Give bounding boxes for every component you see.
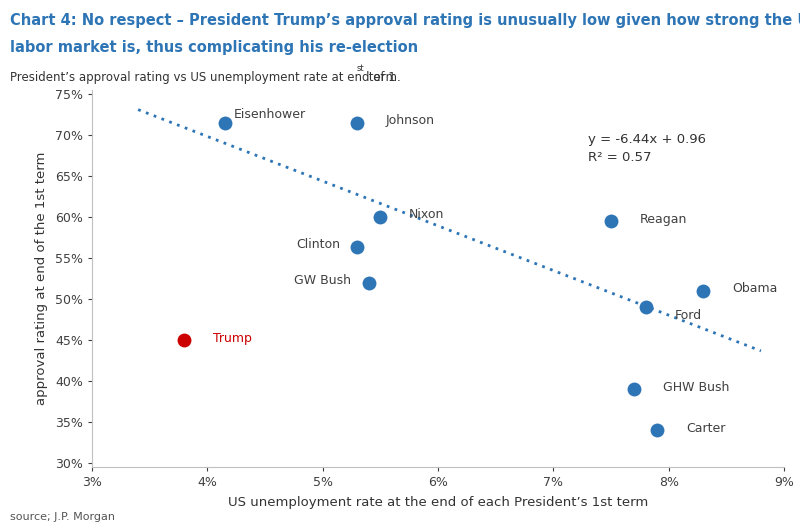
Text: source; J.P. Morgan: source; J.P. Morgan (10, 512, 115, 522)
Text: President’s approval rating vs US unemployment rate at end of 1: President’s approval rating vs US unempl… (10, 71, 396, 84)
Text: Johnson: Johnson (386, 114, 435, 127)
Point (178, 336, 190, 344)
Text: y = -6.44x + 0.96: y = -6.44x + 0.96 (588, 133, 706, 146)
Text: Eisenhower: Eisenhower (234, 108, 306, 121)
Point (650, 426, 663, 435)
Text: term.: term. (365, 71, 401, 84)
X-axis label: US unemployment rate at the end of each President’s 1st term: US unemployment rate at the end of each … (228, 496, 648, 509)
Text: Clinton: Clinton (296, 238, 340, 251)
Text: labor market is, thus complicating his re-election: labor market is, thus complicating his r… (10, 40, 418, 54)
Point (362, 278, 375, 287)
Point (351, 118, 364, 127)
Text: Reagan: Reagan (640, 213, 687, 226)
Point (697, 287, 710, 295)
Text: Trump: Trump (213, 332, 252, 345)
Text: GW Bush: GW Bush (294, 275, 351, 287)
Point (218, 118, 231, 127)
Point (639, 303, 652, 312)
Text: Ford: Ford (674, 309, 702, 322)
Text: Nixon: Nixon (409, 208, 445, 221)
Text: R² = 0.57: R² = 0.57 (588, 152, 651, 164)
Y-axis label: approval rating at end of the 1st term: approval rating at end of the 1st term (35, 152, 48, 405)
Point (374, 213, 386, 221)
Text: Obama: Obama (732, 282, 778, 295)
Text: Chart 4: No respect – President Trump’s approval rating is unusually low given h: Chart 4: No respect – President Trump’s … (10, 13, 800, 28)
Text: GHW Bush: GHW Bush (663, 381, 730, 394)
Point (628, 385, 641, 393)
Point (351, 243, 364, 251)
Point (605, 217, 618, 225)
Text: Carter: Carter (686, 422, 726, 435)
Text: st: st (357, 64, 365, 73)
